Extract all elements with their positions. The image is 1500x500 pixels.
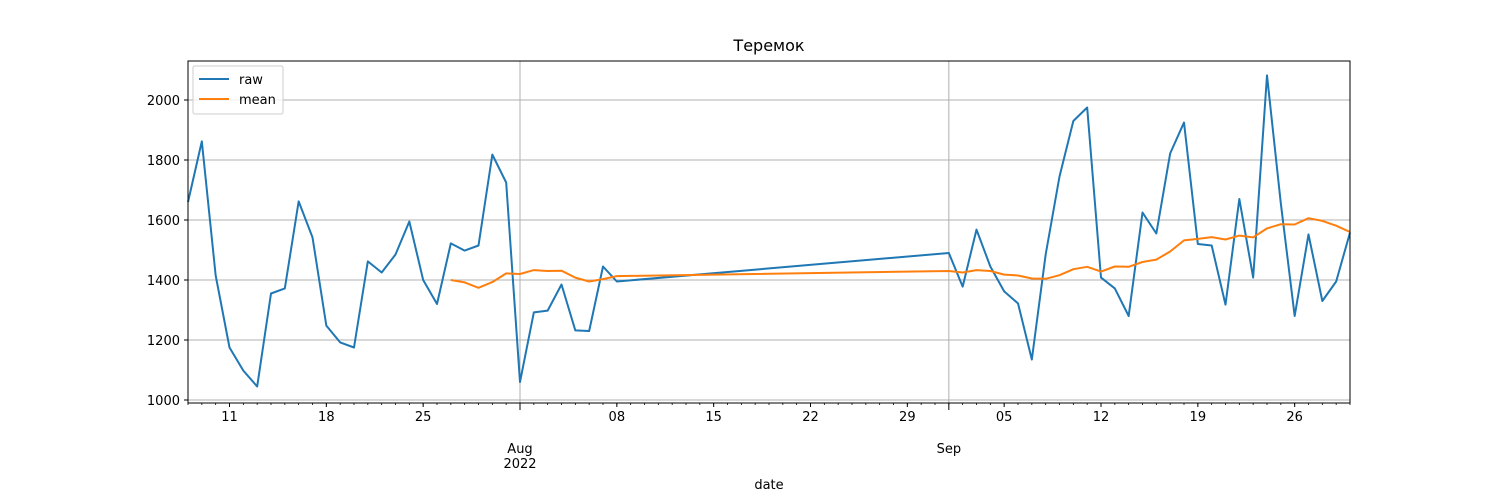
x-tick-label: 15	[705, 410, 722, 425]
x-tick-label: Sep	[937, 442, 962, 457]
y-tick-label: 1200	[147, 334, 180, 349]
x-tick-label: 22	[802, 410, 819, 425]
series-line-raw	[187, 74, 1351, 388]
x-tick-label: 26	[1286, 410, 1303, 425]
series-line-mean	[450, 217, 1351, 289]
y-tick-label: 1600	[147, 214, 180, 229]
x-tick-label: 19	[1190, 410, 1207, 425]
y-tick-label: 1400	[147, 274, 180, 289]
legend-label-mean: mean	[239, 93, 276, 108]
legend-label-raw: raw	[239, 73, 263, 88]
series-lines	[187, 74, 1351, 388]
x-tick-label: Aug	[507, 442, 532, 457]
x-axis-label: date	[754, 478, 783, 493]
legend: raw mean	[192, 65, 284, 115]
x-tick-label: 18	[318, 410, 335, 425]
x-tick-label: 12	[1093, 410, 1110, 425]
x-tick-label: 05	[996, 410, 1013, 425]
x-tick-label: 08	[609, 410, 626, 425]
x-tick-label: 25	[415, 410, 432, 425]
y-tick-label: 1000	[147, 394, 180, 409]
y-tick-label: 1800	[147, 154, 180, 169]
y-tick-label: 2000	[147, 94, 180, 109]
x-tick-label: 2022	[503, 457, 536, 472]
chart-title: Теремок	[732, 36, 804, 55]
x-tick-label: 11	[221, 410, 238, 425]
x-tick-label: 29	[899, 410, 916, 425]
grid-lines	[188, 61, 1350, 403]
